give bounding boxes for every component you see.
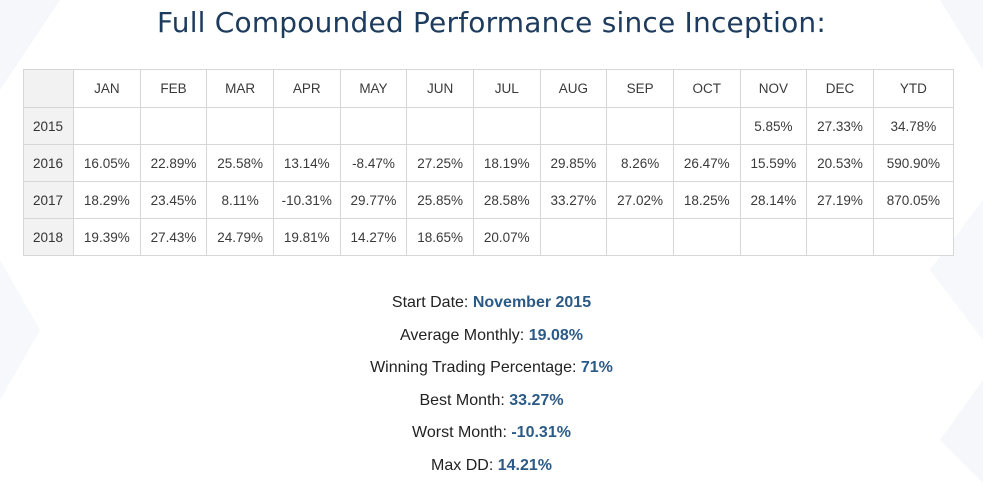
summary-stats: Start Date: November 2015 Average Monthl… <box>0 289 983 484</box>
stat-value: -10.31% <box>511 424 571 441</box>
month-cell: -10.31% <box>273 182 340 219</box>
page-title: Full Compounded Performance since Incept… <box>0 6 983 39</box>
month-cell <box>273 108 340 145</box>
month-cell: 14.27% <box>340 219 407 256</box>
stat-label: Worst Month: <box>412 424 511 441</box>
stat-label: Average Monthly: <box>400 327 529 344</box>
month-cell: 15.59% <box>740 145 807 182</box>
month-cell: 29.77% <box>340 182 407 219</box>
month-cell: 16.05% <box>74 145 141 182</box>
stat-value: 19.08% <box>529 327 583 344</box>
month-cell: 29.85% <box>540 145 607 182</box>
month-cell: 18.29% <box>74 182 141 219</box>
stat-average-monthly: Average Monthly: 19.08% <box>0 322 983 355</box>
stat-value: 14.21% <box>498 457 552 474</box>
header-oct: OCT <box>673 70 740 108</box>
table-row: 2016 16.05% 22.89% 25.58% 13.14% -8.47% … <box>24 145 954 182</box>
month-cell <box>473 108 540 145</box>
ytd-cell <box>873 219 953 256</box>
month-cell: 18.25% <box>673 182 740 219</box>
month-cell: 27.19% <box>807 182 874 219</box>
month-cell: 27.43% <box>140 219 207 256</box>
ytd-cell: 590.90% <box>873 145 953 182</box>
month-cell: 25.85% <box>407 182 474 219</box>
month-cell <box>207 108 274 145</box>
header-apr: APR <box>273 70 340 108</box>
header-feb: FEB <box>140 70 207 108</box>
month-cell <box>74 108 141 145</box>
month-cell: 27.25% <box>407 145 474 182</box>
table-row: 2018 19.39% 27.43% 24.79% 19.81% 14.27% … <box>24 219 954 256</box>
month-cell: 24.79% <box>207 219 274 256</box>
month-cell: 13.14% <box>273 145 340 182</box>
year-cell: 2017 <box>24 182 74 219</box>
month-cell <box>740 219 807 256</box>
header-jul: JUL <box>473 70 540 108</box>
month-cell: 20.53% <box>807 145 874 182</box>
month-cell <box>607 219 674 256</box>
month-cell: 26.47% <box>673 145 740 182</box>
stat-winning-percentage: Winning Trading Percentage: 71% <box>0 354 983 387</box>
stat-label: Start Date: <box>392 294 473 311</box>
header-year <box>24 70 74 108</box>
header-jan: JAN <box>74 70 141 108</box>
stat-label: Winning Trading Percentage: <box>370 359 581 376</box>
header-sep: SEP <box>607 70 674 108</box>
month-cell <box>140 108 207 145</box>
header-ytd: YTD <box>873 70 953 108</box>
stat-value: November 2015 <box>473 294 591 311</box>
performance-table: JAN FEB MAR APR MAY JUN JUL AUG SEP OCT … <box>23 69 954 256</box>
month-cell <box>607 108 674 145</box>
month-cell <box>807 219 874 256</box>
header-aug: AUG <box>540 70 607 108</box>
month-cell: 5.85% <box>740 108 807 145</box>
month-cell: 8.26% <box>607 145 674 182</box>
month-cell <box>340 108 407 145</box>
month-cell: 27.02% <box>607 182 674 219</box>
stat-label: Max DD: <box>431 457 498 474</box>
year-cell: 2016 <box>24 145 74 182</box>
month-cell: 19.39% <box>74 219 141 256</box>
month-cell <box>540 108 607 145</box>
month-cell: 27.33% <box>807 108 874 145</box>
month-cell: 33.27% <box>540 182 607 219</box>
year-cell: 2015 <box>24 108 74 145</box>
header-nov: NOV <box>740 70 807 108</box>
year-cell: 2018 <box>24 219 74 256</box>
month-cell <box>540 219 607 256</box>
stat-max-dd: Max DD: 14.21% <box>0 452 983 484</box>
ytd-cell: 870.05% <box>873 182 953 219</box>
stat-value: 33.27% <box>509 392 563 409</box>
month-cell <box>407 108 474 145</box>
table-header-row: JAN FEB MAR APR MAY JUN JUL AUG SEP OCT … <box>24 70 954 108</box>
table-row: 2017 18.29% 23.45% 8.11% -10.31% 29.77% … <box>24 182 954 219</box>
header-may: MAY <box>340 70 407 108</box>
month-cell: 18.19% <box>473 145 540 182</box>
header-mar: MAR <box>207 70 274 108</box>
stat-label: Best Month: <box>419 392 509 409</box>
stat-start-date: Start Date: November 2015 <box>0 289 983 322</box>
month-cell: 20.07% <box>473 219 540 256</box>
month-cell <box>673 108 740 145</box>
stat-worst-month: Worst Month: -10.31% <box>0 419 983 452</box>
stat-best-month: Best Month: 33.27% <box>0 387 983 420</box>
month-cell: 19.81% <box>273 219 340 256</box>
month-cell: 23.45% <box>140 182 207 219</box>
month-cell: 22.89% <box>140 145 207 182</box>
table-row: 2015 5.85% 27.33% 34.78% <box>24 108 954 145</box>
month-cell: 28.14% <box>740 182 807 219</box>
stat-value: 71% <box>581 359 613 376</box>
header-jun: JUN <box>407 70 474 108</box>
header-dec: DEC <box>807 70 874 108</box>
ytd-cell: 34.78% <box>873 108 953 145</box>
month-cell: 18.65% <box>407 219 474 256</box>
month-cell: 28.58% <box>473 182 540 219</box>
month-cell: 25.58% <box>207 145 274 182</box>
month-cell: -8.47% <box>340 145 407 182</box>
month-cell <box>673 219 740 256</box>
month-cell: 8.11% <box>207 182 274 219</box>
